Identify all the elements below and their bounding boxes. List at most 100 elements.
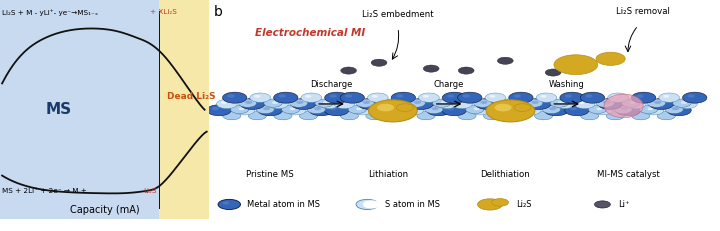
- Circle shape: [514, 104, 531, 111]
- Circle shape: [390, 101, 395, 104]
- Circle shape: [356, 107, 362, 110]
- Circle shape: [474, 107, 480, 110]
- Circle shape: [626, 99, 646, 109]
- Circle shape: [596, 52, 625, 65]
- Circle shape: [544, 105, 569, 116]
- Circle shape: [513, 94, 521, 98]
- Circle shape: [560, 92, 584, 103]
- Circle shape: [376, 105, 400, 116]
- Circle shape: [409, 98, 433, 109]
- Circle shape: [258, 105, 282, 116]
- Circle shape: [230, 105, 249, 114]
- Circle shape: [222, 92, 247, 103]
- Circle shape: [480, 101, 487, 104]
- Circle shape: [423, 95, 429, 98]
- Text: Lithiation: Lithiation: [368, 170, 408, 179]
- Circle shape: [207, 105, 231, 116]
- Circle shape: [367, 93, 388, 102]
- Circle shape: [391, 92, 415, 103]
- Circle shape: [292, 98, 315, 109]
- Circle shape: [358, 98, 382, 109]
- Circle shape: [649, 98, 673, 109]
- Circle shape: [558, 101, 564, 104]
- Circle shape: [348, 105, 366, 114]
- Circle shape: [240, 98, 264, 109]
- Circle shape: [403, 106, 423, 115]
- Circle shape: [282, 105, 300, 114]
- Text: Li₂S embedment: Li₂S embedment: [362, 10, 433, 19]
- Circle shape: [608, 93, 629, 102]
- Circle shape: [217, 99, 237, 109]
- Circle shape: [423, 65, 439, 72]
- Circle shape: [330, 94, 337, 98]
- Circle shape: [612, 95, 618, 98]
- Circle shape: [647, 107, 654, 110]
- Circle shape: [234, 106, 255, 115]
- Circle shape: [536, 93, 557, 102]
- Text: Li₂S: Li₂S: [143, 188, 156, 194]
- Circle shape: [372, 95, 378, 98]
- Circle shape: [477, 199, 503, 210]
- Circle shape: [222, 112, 241, 120]
- Circle shape: [549, 107, 557, 110]
- Circle shape: [526, 98, 551, 109]
- Circle shape: [603, 101, 611, 104]
- Circle shape: [385, 99, 406, 109]
- Circle shape: [458, 92, 482, 103]
- Circle shape: [268, 99, 288, 109]
- Circle shape: [564, 105, 589, 116]
- Circle shape: [363, 101, 370, 104]
- Circle shape: [495, 104, 512, 111]
- Circle shape: [462, 94, 470, 98]
- Ellipse shape: [604, 94, 643, 118]
- Circle shape: [274, 112, 292, 120]
- Circle shape: [542, 105, 561, 114]
- Circle shape: [475, 98, 500, 109]
- Circle shape: [490, 95, 495, 98]
- Circle shape: [541, 95, 546, 98]
- Circle shape: [377, 104, 394, 111]
- Circle shape: [248, 112, 266, 120]
- Circle shape: [579, 101, 585, 104]
- Bar: [0, 0, 158, 219]
- Circle shape: [525, 99, 543, 107]
- Circle shape: [352, 106, 372, 115]
- Circle shape: [469, 106, 490, 115]
- Circle shape: [588, 105, 607, 114]
- Circle shape: [491, 105, 510, 114]
- Circle shape: [222, 201, 229, 204]
- Circle shape: [433, 99, 451, 107]
- Text: S atom in MS: S atom in MS: [384, 200, 440, 209]
- Circle shape: [212, 107, 219, 110]
- Circle shape: [263, 107, 270, 110]
- Circle shape: [300, 112, 318, 120]
- Circle shape: [621, 107, 628, 110]
- Circle shape: [672, 99, 691, 107]
- Circle shape: [285, 106, 306, 115]
- Circle shape: [631, 92, 656, 103]
- Circle shape: [417, 112, 435, 120]
- Circle shape: [325, 105, 348, 116]
- Text: Charge: Charge: [434, 80, 464, 89]
- Circle shape: [545, 69, 561, 76]
- Circle shape: [301, 93, 322, 102]
- Circle shape: [474, 99, 492, 107]
- Circle shape: [580, 112, 599, 120]
- Circle shape: [250, 93, 271, 102]
- Text: MS: MS: [45, 102, 71, 117]
- Circle shape: [509, 112, 527, 120]
- Circle shape: [564, 94, 572, 98]
- Text: Capacity (mA): Capacity (mA): [70, 205, 139, 215]
- Circle shape: [636, 94, 644, 98]
- Circle shape: [436, 99, 457, 109]
- Circle shape: [314, 107, 321, 110]
- Circle shape: [371, 59, 387, 66]
- Circle shape: [341, 67, 356, 74]
- Circle shape: [309, 105, 333, 116]
- Circle shape: [498, 107, 505, 110]
- Circle shape: [451, 99, 472, 109]
- Text: Electrochemical MI: Electrochemical MI: [255, 28, 365, 38]
- Circle shape: [296, 101, 304, 104]
- Text: Washing: Washing: [549, 80, 585, 89]
- Circle shape: [596, 107, 603, 110]
